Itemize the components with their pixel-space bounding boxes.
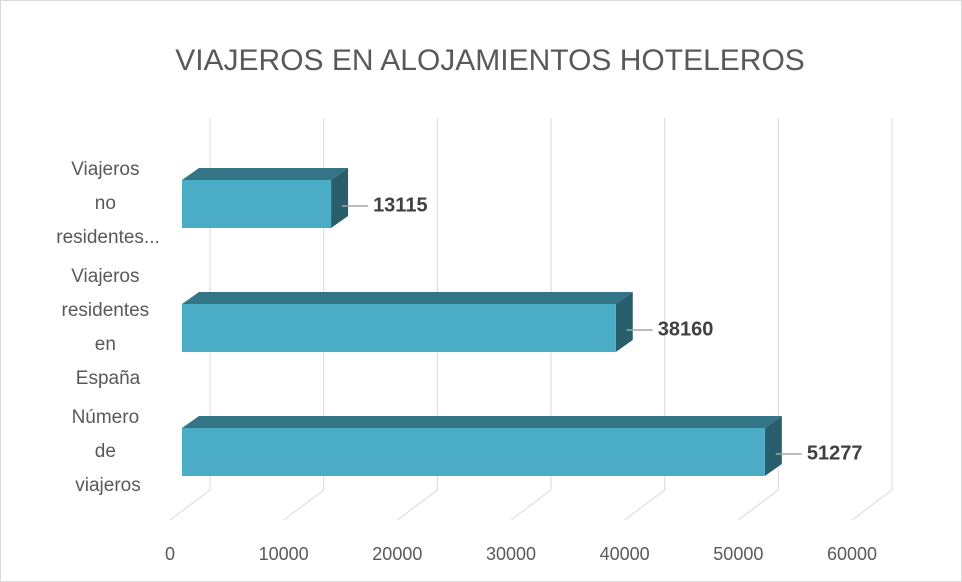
grid-line xyxy=(397,118,438,521)
grid-line xyxy=(283,118,325,521)
data-label: 13115 xyxy=(373,194,428,216)
x-tick-label: 30000 xyxy=(486,544,536,564)
x-tick-label: 10000 xyxy=(259,544,309,564)
bar-top xyxy=(182,168,349,180)
y-tick-label: Número de viajeros xyxy=(72,407,145,496)
bar-top xyxy=(182,416,782,428)
x-tick-label: 40000 xyxy=(600,544,650,564)
y-tick-label: Viajeros residentes en España xyxy=(62,266,155,389)
bar xyxy=(182,428,765,476)
grid-line xyxy=(624,118,666,521)
chart-title: VIAJEROS EN ALOJAMIENTOS HOTELEROS xyxy=(175,44,805,77)
grid-line xyxy=(169,118,211,521)
x-tick-label: 50000 xyxy=(713,544,763,564)
bar xyxy=(182,180,332,228)
bar-side xyxy=(615,292,633,352)
x-tick-label: 0 xyxy=(165,544,175,564)
bar-side xyxy=(331,168,349,228)
y-tick-label: Viajeros no residentes... xyxy=(56,159,160,248)
x-tick-label: 60000 xyxy=(827,544,877,564)
x-tick-label: 20000 xyxy=(372,544,422,564)
data-label: 38160 xyxy=(658,318,714,340)
bar xyxy=(182,304,616,352)
bar-side xyxy=(764,416,782,476)
bar-top xyxy=(182,292,633,304)
grid-line xyxy=(510,118,552,521)
grid-line xyxy=(738,118,779,521)
grid-line xyxy=(851,118,893,521)
data-label: 51277 xyxy=(807,442,863,464)
